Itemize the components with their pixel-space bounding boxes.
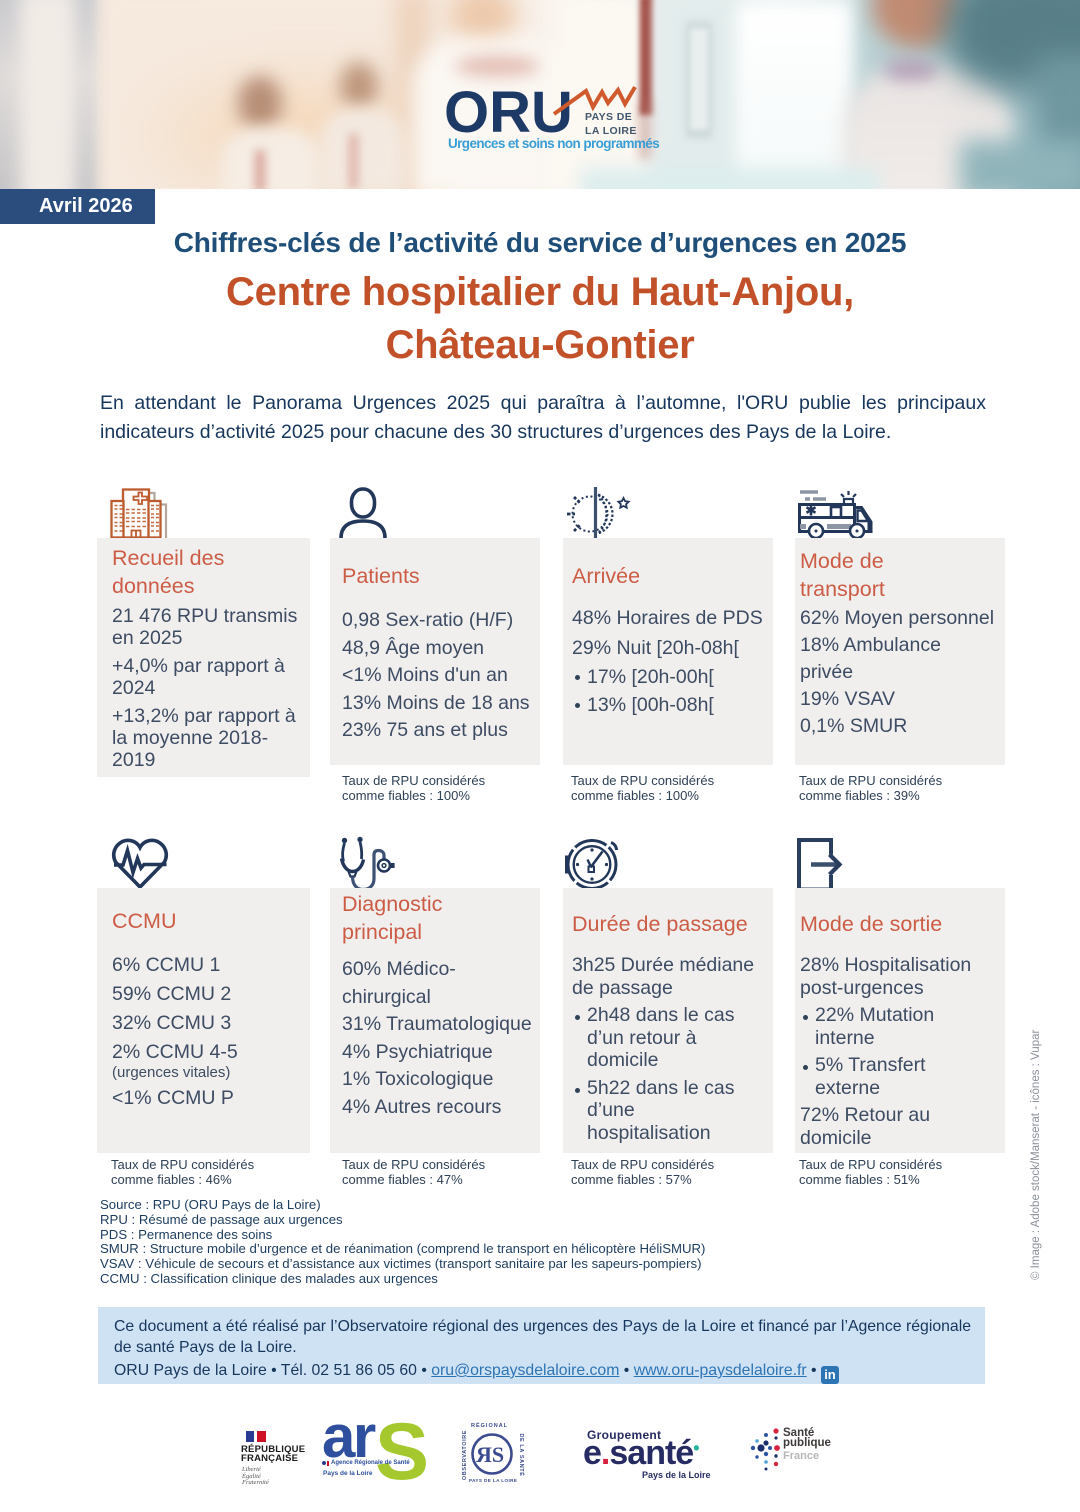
svg-text:ЯS: ЯS: [476, 1442, 504, 1467]
